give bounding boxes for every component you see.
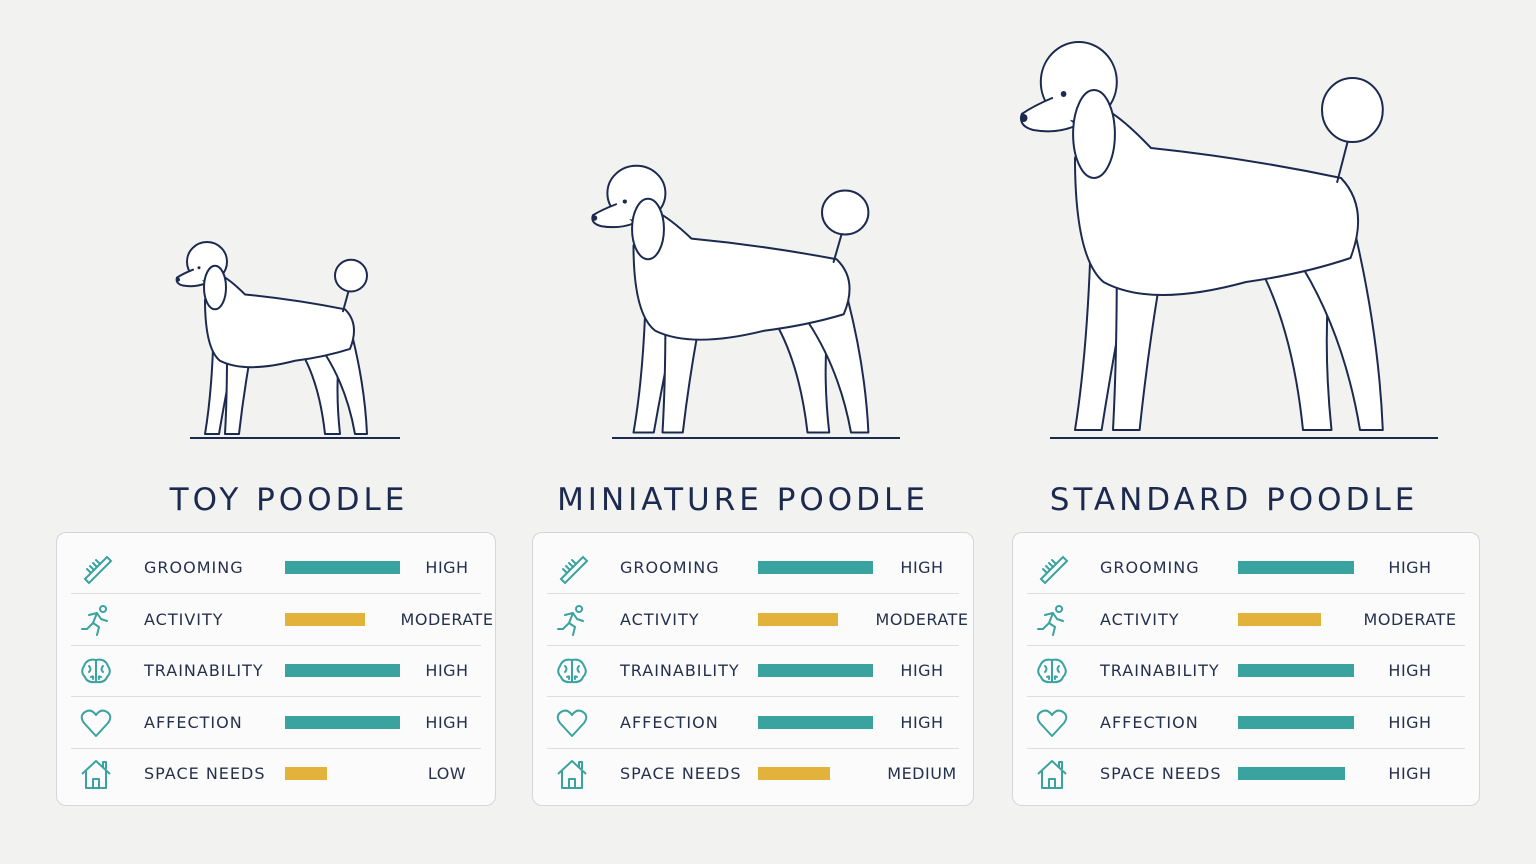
- stat-bar: [758, 612, 839, 626]
- stat-row: TRAINABILITY HIGH: [1027, 645, 1465, 697]
- stat-row: GROOMING HIGH: [71, 542, 481, 594]
- stat-row: AFFECTION HIGH: [547, 697, 959, 749]
- stat-label: ACTIVITY: [1100, 609, 1180, 629]
- stat-value: HIGH: [900, 661, 944, 680]
- card-title: MINIATURE POODLE: [557, 482, 929, 518]
- toy-poodle-drawing: [175, 240, 368, 436]
- stat-value: HIGH: [900, 712, 944, 732]
- stat-icon: [555, 654, 589, 688]
- stat-bar: [758, 561, 874, 574]
- stat-value: MEDIUM: [887, 764, 957, 783]
- stat-bar: [285, 715, 401, 729]
- stat-icon: [1035, 551, 1069, 585]
- stat-icon: [1035, 757, 1069, 791]
- stat-row: ACTIVITY MODERATE: [1027, 594, 1465, 646]
- stats-card: GROOMING HIGH ACTIVITY MODERATE TRAINABILITY…: [532, 532, 974, 806]
- poodle-illustrations: [175, 40, 1438, 439]
- stat-row: GROOMING HIGH: [1027, 542, 1465, 594]
- stat-icon: [79, 757, 113, 791]
- stat-row: TRAINABILITY HIGH: [71, 645, 481, 697]
- stat-value: HIGH: [425, 712, 469, 732]
- stat-label: TRAINABILITY: [1100, 661, 1220, 680]
- stat-value: HIGH: [900, 558, 944, 577]
- card-title: STANDARD POODLE: [1049, 482, 1419, 518]
- stats-card: GROOMING HIGH ACTIVITY MODERATE TRAINABILITY…: [1012, 532, 1480, 806]
- stat-row: GROOMING HIGH: [547, 542, 959, 594]
- stat-bar: [285, 561, 401, 574]
- stat-icon: [555, 551, 589, 585]
- stat-value: HIGH: [1388, 558, 1432, 577]
- stat-row: SPACE NEEDS HIGH: [1027, 748, 1465, 799]
- stat-value: HIGH: [425, 661, 469, 680]
- stat-label: SPACE NEEDS: [144, 764, 266, 783]
- stat-label: GROOMING: [144, 558, 244, 577]
- stat-icon: [555, 757, 589, 791]
- stat-bar: [758, 664, 874, 677]
- stat-bar: [1238, 664, 1355, 677]
- standard-poodle-drawing: [1018, 40, 1385, 432]
- stat-label: GROOMING: [620, 558, 720, 577]
- card-title: TOY POODLE: [169, 482, 409, 518]
- stat-bar: [1238, 561, 1355, 574]
- stat-icon: [1035, 706, 1069, 740]
- stat-label: GROOMING: [1100, 558, 1200, 577]
- stat-label: SPACE NEEDS: [620, 764, 742, 783]
- stat-value: HIGH: [1388, 764, 1432, 783]
- stat-icon: [1035, 603, 1069, 637]
- stat-bar: [758, 767, 830, 780]
- stat-value: HIGH: [1388, 661, 1432, 680]
- stat-label: TRAINABILITY: [144, 661, 264, 680]
- stat-label: ACTIVITY: [620, 609, 700, 629]
- stat-icon: [79, 654, 113, 688]
- stat-label: AFFECTION: [620, 712, 719, 732]
- stat-icon: [79, 551, 113, 585]
- stat-value: MODERATE: [1363, 609, 1457, 629]
- stat-icon: [555, 706, 589, 740]
- stat-icon: [79, 706, 113, 740]
- stat-bar: [285, 612, 366, 626]
- stat-label: AFFECTION: [1100, 712, 1199, 732]
- stat-bar: [285, 767, 327, 780]
- stat-row: AFFECTION HIGH: [1027, 697, 1465, 749]
- stat-value: MODERATE: [875, 609, 969, 629]
- stat-bar: [1238, 767, 1345, 780]
- stat-row: ACTIVITY MODERATE: [71, 594, 493, 646]
- stat-icon: [555, 603, 589, 637]
- stat-value: HIGH: [1388, 712, 1432, 732]
- stat-label: TRAINABILITY: [620, 661, 740, 680]
- stats-card: GROOMING HIGH ACTIVITY MODERATE TRAINABILITY…: [56, 532, 496, 806]
- stat-row: SPACE NEEDS LOW: [71, 748, 481, 799]
- stat-row: SPACE NEEDS MEDIUM: [547, 748, 959, 799]
- stat-row: TRAINABILITY HIGH: [547, 645, 959, 697]
- stat-bar: [285, 664, 401, 677]
- stat-bar: [758, 715, 874, 729]
- stat-label: AFFECTION: [144, 712, 243, 732]
- stat-row: ACTIVITY MODERATE: [547, 594, 968, 646]
- stat-bar: [1238, 715, 1355, 729]
- stat-icon: [79, 603, 113, 637]
- stat-label: ACTIVITY: [144, 609, 224, 629]
- miniature-poodle-drawing: [590, 164, 870, 434]
- stat-value: HIGH: [425, 558, 469, 577]
- stat-value: MODERATE: [400, 609, 494, 629]
- stat-icon: [1035, 654, 1069, 688]
- stat-bar: [1238, 612, 1321, 626]
- stat-value: LOW: [427, 764, 467, 783]
- stat-label: SPACE NEEDS: [1100, 764, 1222, 783]
- stat-row: AFFECTION HIGH: [71, 697, 481, 749]
